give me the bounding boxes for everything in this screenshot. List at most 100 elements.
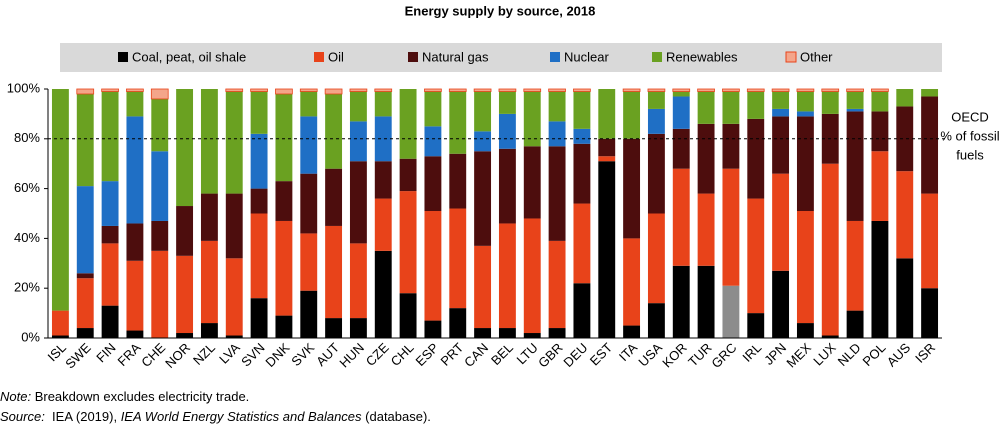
bar-segment — [821, 91, 839, 114]
x-tick-label: LUX — [810, 340, 839, 369]
bar-segment — [474, 328, 492, 338]
bar-segment — [374, 91, 392, 117]
bar-segment — [200, 240, 218, 324]
bar-segment — [374, 116, 392, 162]
bar-segment — [548, 91, 566, 122]
bar-segment — [225, 193, 243, 259]
x-tick-label: MEX — [783, 340, 814, 371]
x-tick-label: CZE — [363, 340, 392, 369]
x-tick-label: BEL — [488, 340, 516, 368]
bar-segment — [200, 89, 218, 194]
bar-segment — [573, 88, 591, 92]
x-tick-label: NLD — [835, 340, 864, 369]
bar-segment — [573, 143, 591, 204]
bar-segment — [796, 91, 814, 112]
x-tick-label: DNK — [262, 340, 292, 370]
x-tick-label: TUR — [685, 340, 714, 369]
bar-segment — [374, 198, 392, 251]
reference-label: OECD — [951, 109, 989, 124]
x-tick-label: GBR — [535, 340, 566, 371]
bar-segment — [176, 89, 194, 207]
bar-segment — [871, 151, 889, 221]
legend-swatch — [408, 52, 418, 62]
y-tick-label: 60% — [14, 180, 40, 195]
reference-label: fuels — [956, 147, 984, 162]
x-tick-label: LVA — [216, 340, 243, 367]
bar-segment — [101, 88, 119, 92]
bar-segment — [225, 335, 243, 338]
bar-segment — [672, 128, 690, 169]
x-tick-label: AUT — [313, 340, 342, 369]
bar-segment — [846, 88, 864, 92]
bar-segment — [846, 220, 864, 311]
bar-segment — [747, 198, 765, 314]
bar-segment — [921, 89, 939, 97]
x-tick-label: NZL — [190, 340, 218, 368]
bar-segment — [772, 270, 790, 338]
y-tick-label: 0% — [21, 329, 40, 344]
bar-segment — [772, 108, 790, 117]
x-tick-label: IRL — [739, 340, 764, 365]
bar-segment — [448, 88, 467, 92]
bar-segment — [225, 258, 243, 336]
bar-segment — [399, 191, 417, 294]
bar-segment — [548, 240, 566, 329]
bar-segment — [697, 265, 715, 338]
bar-segment — [871, 220, 889, 338]
bar-segment — [523, 333, 541, 338]
bar-segment — [647, 133, 665, 214]
bar-segment — [349, 161, 367, 244]
bar-segment — [871, 91, 889, 112]
bar-segment — [76, 88, 95, 95]
bar-segment — [101, 225, 119, 244]
note-part: IEA (2019), — [45, 409, 121, 424]
bar-segment — [647, 91, 665, 109]
bar-segment — [325, 93, 343, 169]
bar-segment — [772, 91, 790, 109]
bar-segment — [672, 168, 690, 266]
y-tick-label: 100% — [7, 80, 41, 95]
x-tick-label: ISR — [912, 340, 938, 366]
bar-segment — [523, 88, 542, 92]
bar-segment — [325, 225, 343, 319]
bar-segment — [498, 113, 516, 149]
bar-segment — [772, 173, 790, 271]
bar-segment — [349, 91, 367, 122]
bar-segment — [498, 148, 516, 224]
legend-label: Coal, peat, oil shale — [132, 49, 246, 64]
bar-segment — [746, 88, 765, 92]
bar-segment — [523, 146, 541, 219]
bar-segment — [896, 106, 914, 172]
bar-segment — [623, 325, 641, 338]
bar-segment — [225, 88, 244, 92]
bar-segment — [647, 88, 666, 92]
bar-segment — [151, 98, 169, 152]
x-tick-label: EST — [587, 340, 616, 369]
note-part: (database). — [362, 409, 431, 424]
x-tick-label: AUS — [884, 340, 914, 370]
note: Note: Breakdown excludes electricity tra… — [0, 389, 249, 404]
bar-segment — [250, 188, 268, 214]
bar-segment — [374, 88, 393, 92]
x-tick-label: SVN — [238, 340, 268, 370]
bar-segment — [598, 138, 616, 157]
bar-segment — [424, 91, 442, 127]
x-tick-label: LTU — [514, 340, 541, 367]
bar-segment — [598, 89, 616, 139]
legend-label: Oil — [328, 49, 344, 64]
bar-segment — [449, 153, 467, 209]
bar-segment — [796, 211, 814, 324]
bar-segment — [498, 91, 516, 114]
note-part: Breakdown excludes electricity trade. — [31, 389, 249, 404]
bar-segment — [573, 91, 591, 129]
bar-segment — [846, 91, 864, 109]
bar-segment — [200, 323, 218, 338]
bar-segment — [747, 118, 765, 199]
bar-segment — [722, 285, 740, 338]
legend-label: Renewables — [666, 49, 738, 64]
bar-segment — [474, 91, 492, 132]
bar-segment — [101, 305, 119, 338]
legend-label: Other — [800, 49, 833, 64]
bar-segment — [747, 91, 765, 119]
